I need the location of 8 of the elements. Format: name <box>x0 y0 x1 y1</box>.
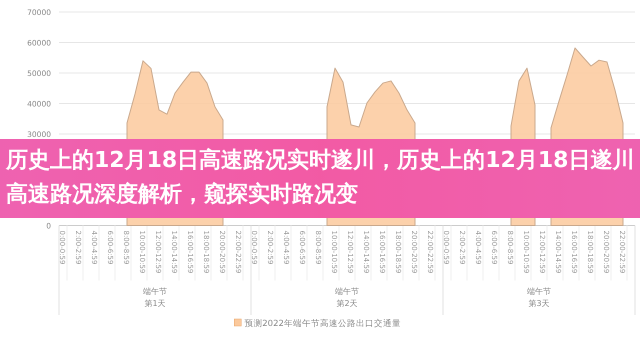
legend: 预测2022年端午节高速公路出口交通量 <box>234 318 401 329</box>
text: 端午节 <box>335 287 359 296</box>
text: 历史上的12月18日高速路况实时遂川，历史上的12月18日遂川高速路况深度解析，窥探实时路况变 <box>6 146 636 209</box>
text: 端午节 <box>527 287 551 296</box>
text: 端午节 <box>143 287 167 296</box>
text: 第2天 <box>336 299 358 308</box>
text: 第1天 <box>144 299 166 308</box>
text: 第3天 <box>528 299 550 308</box>
